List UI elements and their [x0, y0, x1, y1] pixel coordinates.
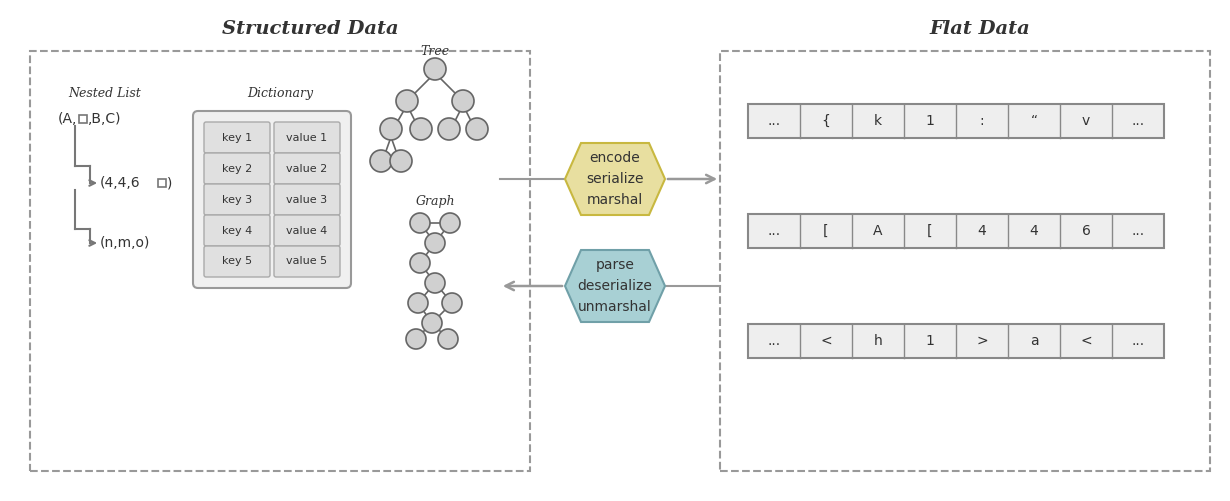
- FancyBboxPatch shape: [204, 246, 271, 277]
- Text: key 4: key 4: [221, 225, 252, 235]
- Circle shape: [424, 58, 446, 80]
- Circle shape: [380, 118, 402, 140]
- Text: value 1: value 1: [287, 132, 327, 142]
- Text: h: h: [873, 334, 882, 348]
- Polygon shape: [565, 250, 665, 322]
- FancyBboxPatch shape: [204, 153, 271, 184]
- FancyBboxPatch shape: [204, 122, 271, 153]
- Text: value 4: value 4: [287, 225, 327, 235]
- Text: 6: 6: [1081, 224, 1091, 238]
- Text: Nested List: Nested List: [69, 87, 141, 100]
- FancyBboxPatch shape: [274, 184, 339, 215]
- Circle shape: [410, 253, 430, 273]
- Text: value 3: value 3: [287, 194, 327, 204]
- Text: <: <: [1080, 334, 1092, 348]
- FancyBboxPatch shape: [204, 184, 271, 215]
- FancyBboxPatch shape: [193, 111, 351, 288]
- Circle shape: [426, 233, 445, 253]
- Circle shape: [370, 150, 392, 172]
- Text: Dictionary: Dictionary: [247, 87, 314, 100]
- Text: key 3: key 3: [221, 194, 252, 204]
- Circle shape: [410, 213, 430, 233]
- Text: a: a: [1030, 334, 1038, 348]
- Circle shape: [406, 329, 426, 349]
- Text: 1: 1: [925, 114, 935, 128]
- Bar: [748, 324, 1164, 358]
- Text: k: k: [875, 114, 882, 128]
- Bar: [30, 51, 530, 471]
- Text: <: <: [820, 334, 831, 348]
- Text: key 1: key 1: [221, 132, 252, 142]
- Bar: [79, 115, 87, 123]
- Text: “: “: [1031, 114, 1037, 128]
- Text: 4: 4: [1030, 224, 1038, 238]
- FancyBboxPatch shape: [274, 122, 339, 153]
- Circle shape: [438, 329, 458, 349]
- Text: ): ): [167, 176, 172, 190]
- Bar: [720, 51, 1210, 471]
- Text: Tree: Tree: [421, 45, 449, 58]
- Circle shape: [442, 293, 462, 313]
- Text: [: [: [823, 224, 829, 238]
- Text: key 2: key 2: [221, 163, 252, 173]
- Circle shape: [422, 313, 442, 333]
- Text: A: A: [873, 224, 883, 238]
- Text: (n,m,o): (n,m,o): [100, 236, 150, 250]
- Text: ...: ...: [768, 224, 781, 238]
- Text: ...: ...: [1132, 224, 1145, 238]
- FancyBboxPatch shape: [204, 215, 271, 246]
- Circle shape: [426, 273, 445, 293]
- Polygon shape: [565, 143, 665, 215]
- Text: ...: ...: [768, 334, 781, 348]
- Circle shape: [440, 213, 460, 233]
- Text: {: {: [822, 114, 830, 128]
- Text: (A,: (A,: [58, 112, 77, 126]
- FancyBboxPatch shape: [274, 246, 339, 277]
- Circle shape: [466, 118, 488, 140]
- FancyBboxPatch shape: [274, 153, 339, 184]
- FancyBboxPatch shape: [274, 215, 339, 246]
- Text: (4,4,6: (4,4,6: [100, 176, 140, 190]
- Bar: [157, 179, 166, 187]
- Bar: [748, 214, 1164, 248]
- Circle shape: [390, 150, 412, 172]
- Text: encode
serialize
marshal: encode serialize marshal: [587, 151, 643, 206]
- Text: >: >: [977, 334, 988, 348]
- Text: [: [: [927, 224, 932, 238]
- Text: Flat Data: Flat Data: [930, 20, 1031, 38]
- Text: ...: ...: [1132, 114, 1145, 128]
- Circle shape: [438, 118, 460, 140]
- Text: key 5: key 5: [221, 257, 252, 267]
- Text: ,B,C): ,B,C): [89, 112, 122, 126]
- Text: ...: ...: [1132, 334, 1145, 348]
- Text: Structured Data: Structured Data: [221, 20, 399, 38]
- Text: value 5: value 5: [287, 257, 327, 267]
- Text: 1: 1: [925, 334, 935, 348]
- Text: parse
deserialize
unmarshal: parse deserialize unmarshal: [578, 259, 652, 314]
- Text: Graph: Graph: [416, 194, 455, 207]
- Text: :: :: [979, 114, 984, 128]
- Circle shape: [408, 293, 428, 313]
- Circle shape: [396, 90, 418, 112]
- Text: ...: ...: [768, 114, 781, 128]
- Text: value 2: value 2: [287, 163, 327, 173]
- Circle shape: [410, 118, 432, 140]
- Text: v: v: [1082, 114, 1090, 128]
- Circle shape: [451, 90, 474, 112]
- Text: 4: 4: [978, 224, 986, 238]
- Bar: [748, 104, 1164, 138]
